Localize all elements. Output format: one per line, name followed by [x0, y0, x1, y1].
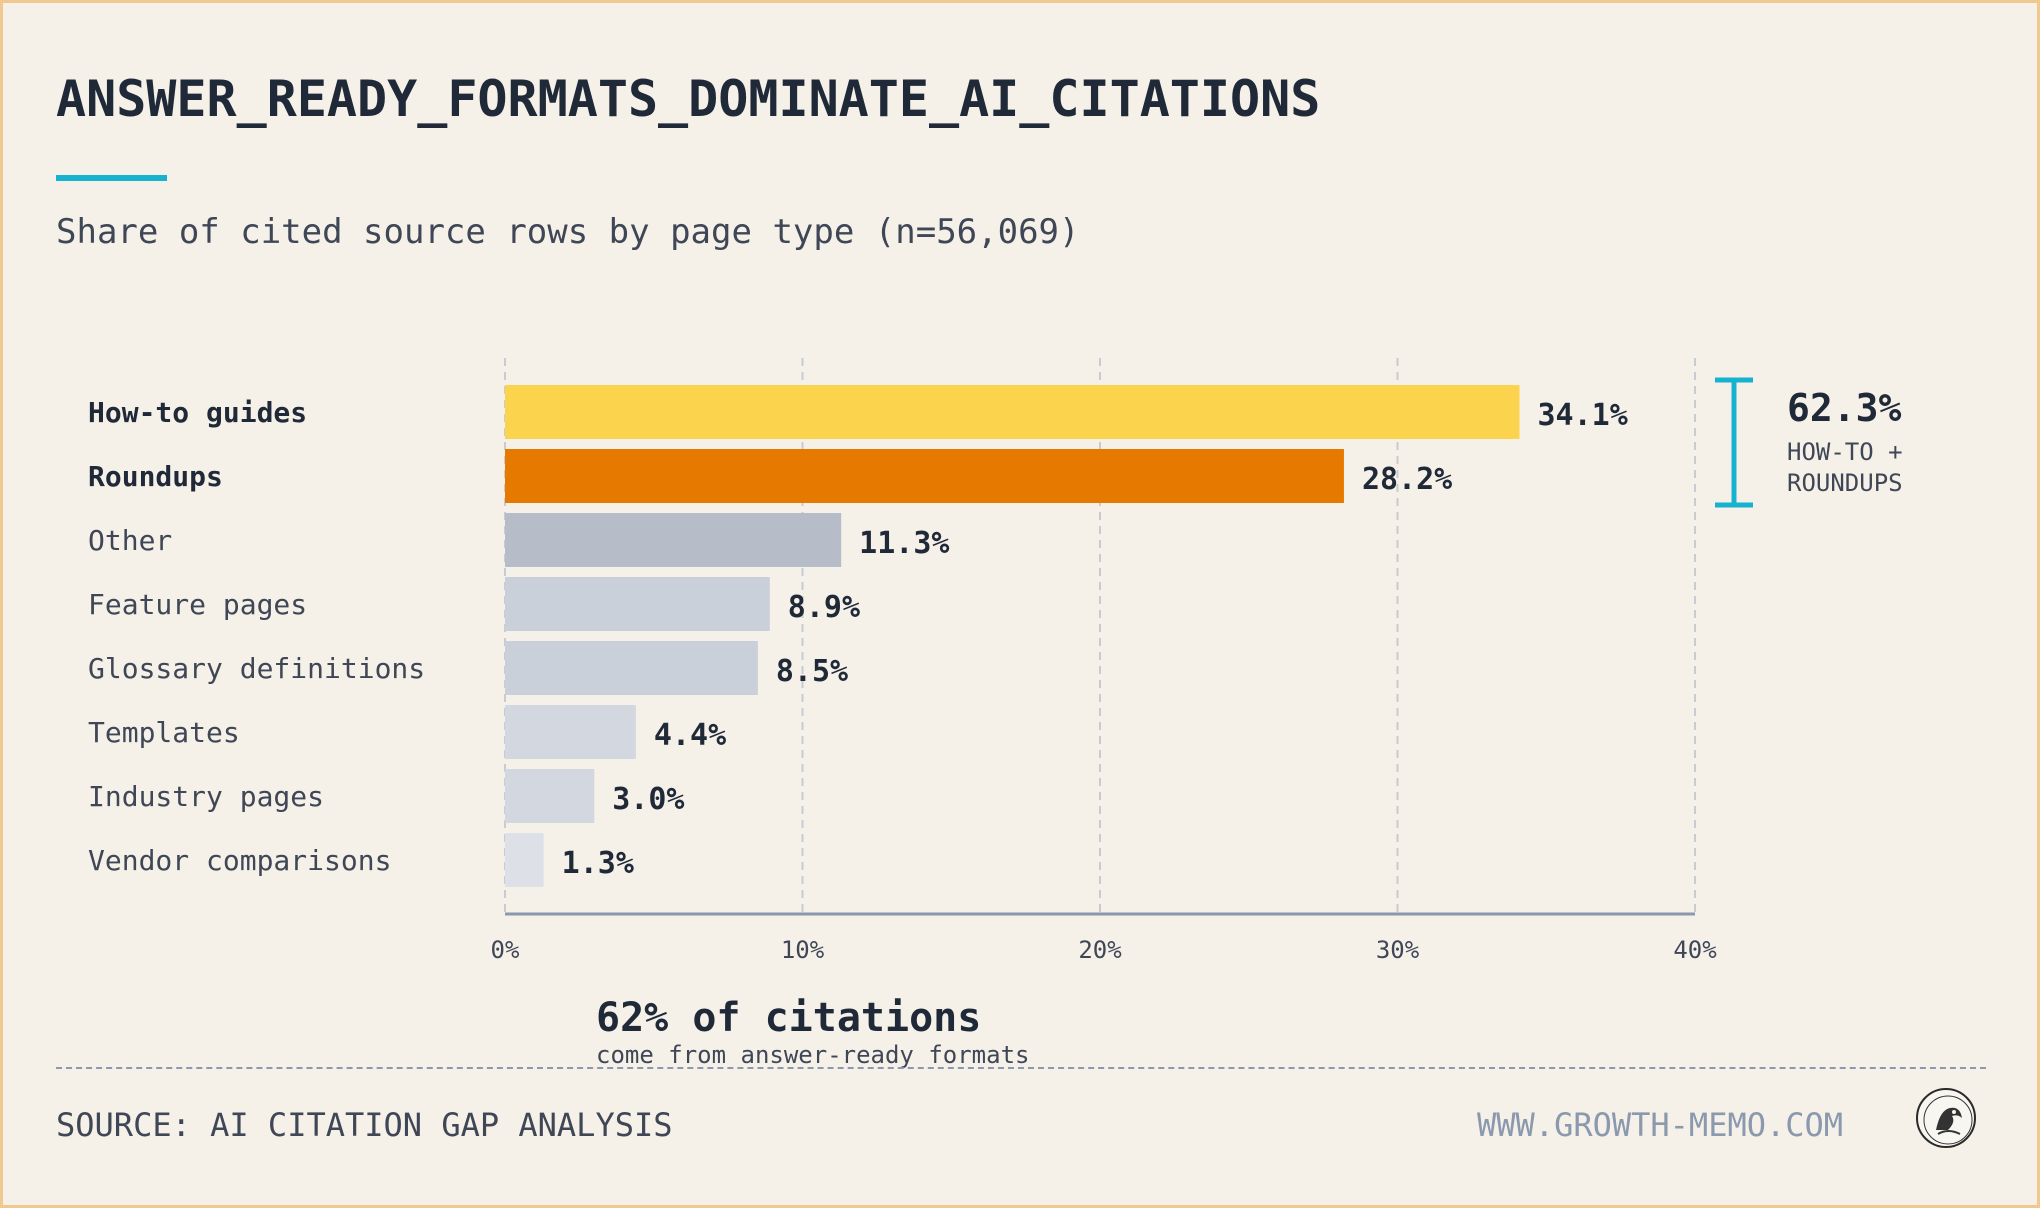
category-label: Templates — [88, 716, 240, 749]
value-label: 34.1% — [1537, 398, 1627, 433]
bar — [505, 769, 595, 823]
site-url[interactable]: WWW.GROWTH-MEMO.COM — [1477, 1106, 1844, 1144]
value-label: 1.3% — [562, 846, 634, 881]
bracket-label-line2: ROUNDUPS — [1787, 469, 1903, 497]
bar — [505, 385, 1520, 439]
bar — [505, 833, 544, 887]
callout-headline: 62% of citations — [596, 995, 981, 1041]
category-label: Other — [88, 524, 172, 557]
brand-logo-icon — [1916, 1088, 1976, 1148]
title-accent-line — [56, 175, 167, 181]
value-label: 4.4% — [654, 718, 726, 753]
bar — [505, 449, 1344, 503]
value-label: 28.2% — [1362, 462, 1452, 497]
bracket-value: 62.3% — [1787, 386, 1902, 430]
bracket-label-line1: HOW-TO + — [1787, 438, 1903, 466]
category-label: Roundups — [88, 460, 223, 493]
value-label: 3.0% — [612, 782, 684, 817]
x-tick-label: 10% — [781, 936, 825, 964]
category-label: Feature pages — [88, 588, 307, 621]
chart-subtitle: Share of cited source rows by page type … — [56, 212, 1080, 252]
x-tick-label: 40% — [1673, 936, 1717, 964]
source-note: SOURCE: AI CITATION GAP ANALYSIS — [56, 1106, 673, 1144]
bar — [505, 641, 758, 695]
value-label: 11.3% — [859, 526, 949, 561]
footer-divider — [56, 1067, 1986, 1069]
bar — [505, 513, 842, 567]
category-label: Glossary definitions — [88, 652, 425, 685]
category-label: How-to guides — [88, 396, 307, 429]
chart-title: ANSWER_READY_FORMATS_DOMINATE_AI_CITATIO… — [56, 70, 1321, 128]
callout-subtext: come from answer-ready formats — [596, 1041, 1029, 1069]
value-label: 8.9% — [788, 590, 860, 625]
bar — [505, 705, 636, 759]
value-label: 8.5% — [776, 654, 848, 689]
category-label: Industry pages — [88, 780, 324, 813]
bar — [505, 577, 770, 631]
x-tick-label: 0% — [491, 936, 520, 964]
x-tick-label: 30% — [1376, 936, 1420, 964]
x-tick-label: 20% — [1078, 936, 1122, 964]
category-label: Vendor comparisons — [88, 844, 391, 877]
